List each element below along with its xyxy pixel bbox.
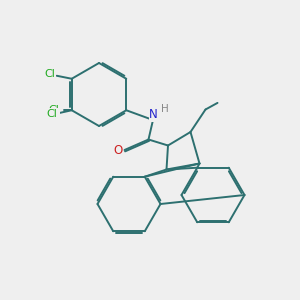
Text: O: O	[113, 143, 122, 157]
Text: Cl: Cl	[46, 109, 57, 119]
Text: N: N	[149, 108, 158, 121]
Text: Cl: Cl	[48, 105, 59, 115]
Text: Cl: Cl	[45, 69, 56, 79]
Text: H: H	[160, 103, 168, 114]
